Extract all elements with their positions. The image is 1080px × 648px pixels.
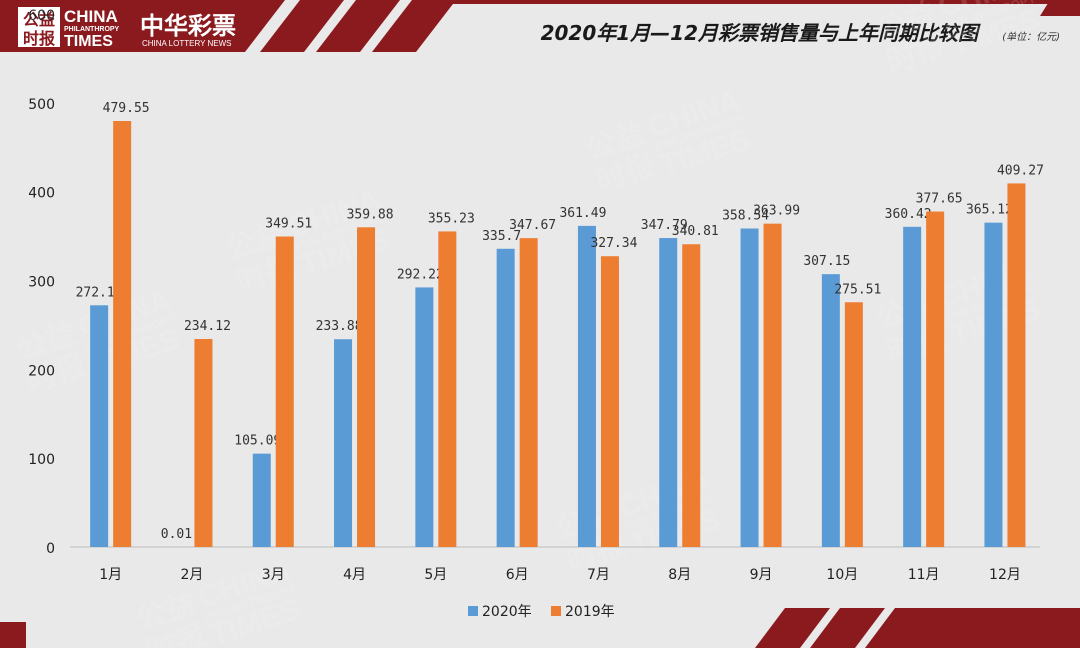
y-tick-label: 600 [28,8,55,24]
bar-2020 [821,274,840,547]
bar-2020 [90,305,109,547]
x-tick-label: 2月 [180,567,203,583]
logo-english-1: CHINA [64,7,118,26]
x-tick-label: 10月 [826,567,858,583]
data-label-2019: 340.81 [672,224,719,239]
data-label-2020: 365.12 [966,203,1013,218]
bar-2020 [984,222,1003,547]
footer-stripe-2 [810,608,885,648]
header-red-band [0,0,285,52]
y-tick-label: 0 [46,541,55,557]
logo-english-3: TIMES [64,33,113,50]
data-label-2019: 327.34 [590,236,637,251]
data-label-2019: 377.65 [916,192,963,207]
y-tick-label: 500 [28,97,55,113]
header-stripe-1 [260,0,344,52]
x-tick-label: 8月 [668,567,691,583]
data-label-2019: 349.51 [265,217,312,232]
data-label-2020: 347.79 [641,218,688,233]
bar-2019 [844,302,863,547]
footer-banner [0,608,1080,648]
x-tick-label: 11月 [908,567,940,583]
data-label-2019: 479.55 [103,101,150,116]
bar-2020 [334,339,353,547]
bar-2019 [438,231,457,547]
plot-area: 0 100 200 300 400 500 600 272.1 479.55 1月 0.01 234.… [28,8,1044,583]
logo-chinese-top: 公益 [23,10,55,29]
x-tick-label: 12月 [989,567,1021,583]
data-label-2019: 275.51 [834,282,881,297]
header-stripe-3 [372,0,456,52]
data-label-2019: 347.67 [509,218,556,233]
logo-english-2: PHILANTHROPY [64,26,120,33]
data-label-2020: 0.01 [161,527,192,542]
bar-2019 [113,120,132,547]
legend: 2020年 2019年 [468,604,615,620]
legend-label-2020: 2020年 [482,604,532,620]
header-banner [0,0,1080,52]
x-tick-label: 9月 [750,567,773,583]
bar-2020 [496,248,515,547]
y-tick-label: 200 [28,363,55,379]
x-tick-label: 1月 [99,567,122,583]
data-label-2020: 307.15 [803,254,850,269]
bar-2020 [252,453,271,547]
data-label-2019: 355.23 [428,211,475,226]
footer-stripe-1 [755,608,830,648]
x-tick-label: 4月 [343,567,366,583]
logo-chinese-bottom: 时报 [23,29,55,48]
data-label-2020: 272.1 [76,285,115,300]
x-tick-label: 6月 [506,567,529,583]
bar-2019 [682,244,701,547]
bar-2019 [194,339,213,547]
legend-swatch-2019 [551,606,561,616]
chart-unit: (单位：亿元) [1002,31,1060,43]
bar-2019 [763,223,782,547]
bar-2019 [357,227,376,548]
data-label-2019: 363.99 [753,204,800,219]
data-label-2019: 234.12 [184,319,231,334]
bar-2019 [926,211,945,547]
y-tick-label: 300 [28,275,55,291]
data-label-2020: 361.49 [559,206,606,221]
y-tick-label: 100 [28,452,55,468]
bar-2020 [903,226,922,547]
bar-2020 [740,228,759,548]
bar-2019 [275,236,294,547]
data-label-2020: 360.42 [885,207,932,222]
chart-title: 2020年1月—12月彩票销售量与上年同期比较图 [541,21,981,45]
bar-2019 [519,238,538,548]
footer-left-corner [0,622,26,648]
x-tick-label: 3月 [262,567,285,583]
bar-2019 [1007,183,1026,547]
data-label-2019: 409.27 [997,163,1044,178]
legend-label-2019: 2019年 [565,604,615,620]
logo: 公益 时报 CHINA PHILANTHROPY TIMES 中华彩票 CHIN… [18,7,236,50]
footer-red-band [865,608,1080,648]
header-right-bar [443,0,1080,4]
legend-swatch-2020 [468,606,478,616]
data-label-2019: 359.88 [347,207,394,222]
bar-2020 [415,287,434,547]
bar-2019 [600,256,619,547]
data-label-2020: 105.09 [234,434,281,449]
data-label-2020: 335.7 [482,229,521,244]
x-tick-label: 5月 [424,567,447,583]
brand-name: 中华彩票 [140,12,236,40]
x-tick-label: 7月 [587,567,610,583]
bar-2020 [577,225,596,547]
header-stripe-2 [316,0,400,52]
data-label-2020: 292.22 [397,267,444,282]
logo-box [18,7,60,47]
header-corner-stripe [1040,0,1080,16]
bar-2020 [659,238,678,547]
y-tick-label: 400 [28,186,55,202]
brand-sub: CHINA LOTTERY NEWS [142,39,232,48]
data-label-2020: 233.88 [316,319,363,334]
data-label-2020: 358.54 [722,208,769,223]
